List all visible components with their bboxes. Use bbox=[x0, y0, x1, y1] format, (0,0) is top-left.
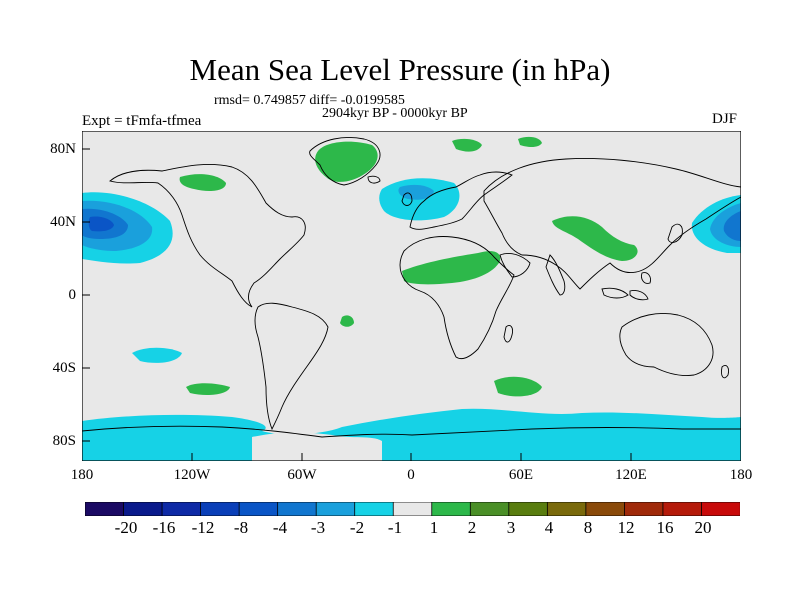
colorbar-label: 4 bbox=[544, 518, 554, 537]
uk-coast bbox=[401, 192, 413, 206]
colorbar-swatch bbox=[315, 502, 356, 516]
lon-tick-label: 60E bbox=[508, 467, 534, 483]
colorbar-label: 20 bbox=[694, 518, 712, 537]
europe-coast bbox=[409, 171, 513, 230]
colorbar-swatch bbox=[508, 502, 549, 516]
experiment-label: Expt = tFmfa-tfmea bbox=[82, 113, 202, 129]
colorbar-swatch bbox=[392, 502, 433, 516]
indonesia-coast-2 bbox=[629, 290, 649, 301]
iceland-coast bbox=[367, 175, 381, 184]
anomaly-region-north-africa bbox=[402, 251, 501, 285]
anomaly-region-south-atlantic bbox=[340, 315, 354, 327]
asia-coast bbox=[483, 158, 741, 290]
colorbar-swatch bbox=[161, 502, 202, 516]
colorbar-label: -1 bbox=[387, 518, 403, 537]
coastlines bbox=[82, 137, 741, 438]
anomaly-region-north-america bbox=[179, 174, 226, 191]
colorbar-swatch bbox=[546, 502, 587, 516]
colorbar-swatch bbox=[277, 502, 317, 516]
colorbar-label: 2 bbox=[467, 518, 477, 537]
colorbar-label: -20 bbox=[114, 518, 138, 537]
colorbar bbox=[85, 502, 740, 516]
colorbar-swatch bbox=[85, 502, 125, 516]
anomaly-region-greenland bbox=[315, 141, 378, 182]
south-america-coast bbox=[254, 302, 329, 431]
map-ticks bbox=[82, 148, 632, 461]
colorbar-swatch bbox=[624, 502, 664, 516]
colorbar-label: -4 bbox=[272, 518, 288, 537]
lon-tick-label: 0 bbox=[407, 467, 415, 483]
colorbar-swatch bbox=[469, 502, 510, 516]
colorbar-label: 8 bbox=[583, 518, 593, 537]
philippines-coast bbox=[641, 272, 651, 284]
colorbar-swatch bbox=[200, 502, 240, 516]
anomaly-region-southern-indian bbox=[494, 376, 542, 397]
new-zealand-coast bbox=[721, 364, 729, 379]
colorbar-swatch bbox=[123, 502, 163, 516]
anomaly-region-west-pacific-center bbox=[88, 216, 114, 232]
north-america-coast bbox=[109, 164, 306, 308]
anomaly-region-arctic-2 bbox=[518, 136, 542, 147]
antarctica-coast bbox=[82, 425, 741, 438]
australia-coast bbox=[619, 313, 714, 376]
colorbar-swatch bbox=[585, 502, 626, 516]
colorbar-label: 12 bbox=[617, 518, 635, 537]
colorbar-swatch bbox=[662, 502, 703, 516]
anomaly-region-europe-inner bbox=[398, 184, 434, 200]
lat-tick-label: 40S bbox=[52, 360, 76, 376]
stats-text: rmsd= 0.749857 diff= -0.0199585 bbox=[214, 93, 405, 108]
colorbar-label: -3 bbox=[310, 518, 326, 537]
lon-tick-label: 180 bbox=[729, 467, 753, 483]
madagascar-coast bbox=[503, 324, 513, 343]
indonesia-coast-1 bbox=[601, 287, 629, 299]
anomaly-region-south-pacific bbox=[186, 383, 230, 395]
colorbar-label: -2 bbox=[349, 518, 365, 537]
lon-tick-label: 120E bbox=[615, 467, 647, 483]
india-coast bbox=[545, 254, 566, 296]
anomaly-region-asia bbox=[552, 216, 638, 261]
colorbar-label: -8 bbox=[233, 518, 249, 537]
colorbar-label: 3 bbox=[506, 518, 516, 537]
colorbar-swatch bbox=[701, 502, 740, 516]
period-text: 2904kyr BP - 0000kyr BP bbox=[322, 106, 468, 121]
anomaly-region-south-pacific-blue bbox=[132, 347, 182, 363]
colorbar-swatch bbox=[354, 502, 394, 516]
lat-tick-label: 80N bbox=[50, 141, 76, 157]
lon-tick-label: 60W bbox=[287, 467, 317, 483]
africa-coast bbox=[399, 236, 515, 360]
lat-tick-label: 80S bbox=[52, 433, 76, 449]
lon-tick-label: 180 bbox=[70, 467, 94, 483]
colorbar-label: -16 bbox=[152, 518, 176, 537]
colorbar-label: 1 bbox=[429, 518, 439, 537]
colorbar-swatch bbox=[431, 502, 471, 516]
colorbar-label: 16 bbox=[656, 518, 674, 537]
greenland-coast bbox=[309, 137, 381, 186]
arabia-coast bbox=[499, 252, 531, 278]
map-title: Mean Sea Level Pressure (in hPa) bbox=[189, 52, 611, 87]
anomaly-region-east-pacific-core bbox=[723, 211, 741, 241]
world-map bbox=[82, 131, 741, 461]
season-label: DJF bbox=[712, 111, 738, 127]
japan-coast bbox=[667, 223, 683, 243]
colorbar-label: -12 bbox=[191, 518, 215, 537]
lon-tick-label: 120W bbox=[173, 467, 211, 483]
colorbar-swatch bbox=[238, 502, 279, 516]
neutral-region-weddell bbox=[252, 432, 382, 461]
anomaly-region-arctic-1 bbox=[452, 138, 482, 152]
lat-tick-label: 0 bbox=[68, 287, 77, 303]
lat-tick-label: 40N bbox=[50, 214, 76, 230]
